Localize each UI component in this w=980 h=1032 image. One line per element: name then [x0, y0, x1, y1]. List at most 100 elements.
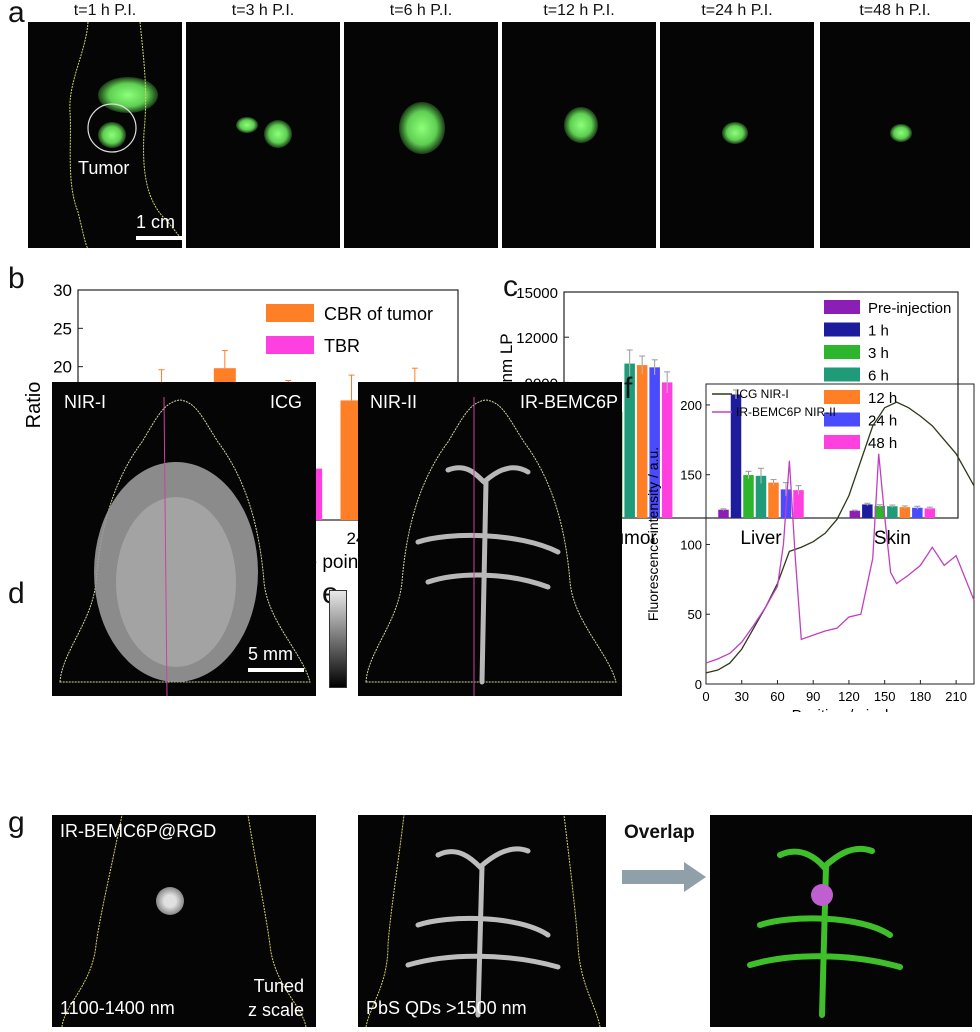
legend-swatch — [266, 336, 314, 354]
overlap-label: Overlap — [624, 822, 695, 843]
legend-label: ICG NIR-I — [736, 387, 789, 401]
x-tick-label: 120 — [838, 689, 860, 704]
y-axis-label: Ratio — [23, 382, 45, 429]
frame-label-4: t=24 h P.I. — [701, 2, 773, 19]
z-scale-label: z scale — [247, 1000, 304, 1020]
bar — [718, 509, 729, 518]
panel-b-letter: b — [8, 262, 25, 295]
bar — [730, 394, 742, 518]
frame-image-0: Tumor 1 cm — [28, 22, 182, 248]
bar — [624, 363, 635, 518]
mouse-head-outline — [59, 396, 311, 696]
scale-bar-label: 1 cm — [136, 212, 176, 232]
legend-label: Pre-injection — [868, 300, 951, 317]
bar — [636, 365, 648, 518]
bar — [849, 510, 861, 518]
frame-label-1: t=3 h P.I. — [231, 2, 295, 19]
panel-c-letter: c — [503, 270, 518, 303]
bar — [793, 490, 804, 518]
panel-g-overlap-image — [710, 815, 972, 1027]
legend-label: 24 h — [868, 413, 897, 430]
frame-image-2 — [344, 22, 498, 248]
y-axis-label: Fluorescence intensity / a.u. — [645, 447, 661, 621]
y-tick-label: 50 — [688, 607, 702, 622]
bar — [661, 382, 673, 518]
fluorescence-spot — [264, 120, 292, 148]
bar — [649, 367, 660, 518]
y-tick-label: 100 — [680, 537, 702, 552]
vessels — [415, 465, 561, 685]
frame-label-5: t=48 h P.I. — [859, 2, 931, 19]
panel-e-image: NIR-II IR-BEMC6P — [358, 382, 622, 696]
bar — [340, 400, 363, 520]
tuned-label: Tuned — [253, 976, 304, 996]
bar — [874, 505, 886, 518]
wavelength-label: 1100-1400 nm — [60, 998, 175, 1018]
fluorescence-spot — [236, 117, 258, 133]
legend-label: CBR of tumor — [324, 304, 433, 324]
x-tick-label: 30 — [734, 689, 748, 704]
legend-label: 48 h — [868, 435, 897, 452]
bar — [924, 508, 936, 518]
frame-image-4 — [660, 22, 814, 248]
x-tick-label: Liver — [740, 528, 782, 549]
legend-swatch — [824, 345, 860, 359]
x-axis-label: Position / pixel — [792, 707, 889, 712]
panel-a-letter: a — [8, 0, 25, 29]
bar — [887, 506, 898, 518]
plot-frame — [705, 383, 975, 685]
bar — [743, 475, 754, 518]
nir-ii-label: NIR-II — [370, 392, 417, 412]
frame-image-1 — [186, 22, 340, 248]
series-line — [705, 453, 975, 664]
y-tick-label: 200 — [680, 398, 702, 413]
bar — [768, 482, 779, 518]
fluorescence-spot — [722, 122, 748, 144]
overlap-vessels — [747, 846, 903, 1018]
scale-bar-line — [248, 668, 304, 672]
icg-label: ICG — [269, 392, 302, 412]
colorbar — [329, 590, 347, 688]
y-tick-label: 12000 — [516, 330, 558, 347]
x-tick-label: 0 — [702, 689, 709, 704]
y-tick-label: 20 — [53, 358, 72, 377]
y-tick-label: 25 — [53, 319, 72, 338]
legend-label: 1 h — [868, 323, 889, 340]
y-tick-label: 30 — [53, 281, 72, 300]
fluorescence-spot — [564, 107, 598, 143]
legend-swatch — [824, 412, 860, 427]
frame-image-5 — [820, 22, 970, 248]
panel-g-letter: g — [8, 806, 25, 839]
frame-label-3: t=12 h P.I. — [543, 2, 615, 19]
bar — [912, 507, 923, 518]
fluorescence-spot — [890, 124, 912, 142]
frame-label-2: t=6 h P.I. — [389, 2, 453, 19]
series-line — [705, 401, 975, 674]
frame-label-0: t=1 h P.I. — [73, 2, 137, 19]
x-tick-label: 150 — [874, 689, 896, 704]
legend-swatch — [824, 435, 860, 449]
legend-swatch — [824, 390, 860, 404]
legend-label: 6 h — [868, 368, 889, 385]
panel-f-letter: f — [624, 372, 633, 405]
x-tick-label: 210 — [945, 689, 967, 704]
scale-bar-label: 5 mm — [248, 644, 293, 664]
mouse-outline — [69, 22, 182, 248]
tumor-spot — [156, 887, 184, 915]
fluorescence-spot — [98, 122, 126, 148]
nir-i-label: NIR-I — [64, 392, 106, 412]
panel-f-line-chart: 0 30 60 90 120 150 180 210 0 50 100 150 200 Position … — [645, 383, 975, 712]
probe-title: IR-BEMC6P@RGD — [60, 821, 217, 841]
panel-g-middle-image: PbS QDs >1500 nm — [358, 815, 606, 1027]
legend-label: 3 h — [868, 345, 889, 362]
x-tick-label: 90 — [806, 689, 820, 704]
tumor-label: Tumor — [78, 158, 130, 178]
legend-swatch — [266, 304, 314, 322]
panel-d-letter: d — [8, 577, 25, 610]
fluorescence-spot — [98, 77, 158, 113]
scale-bar-line — [136, 236, 182, 240]
legend-swatch — [824, 367, 860, 382]
y-tick-label: 150 — [680, 468, 702, 483]
panel-d-image: NIR-I ICG 5 mm — [52, 382, 316, 696]
mouse-outline — [61, 815, 307, 1027]
